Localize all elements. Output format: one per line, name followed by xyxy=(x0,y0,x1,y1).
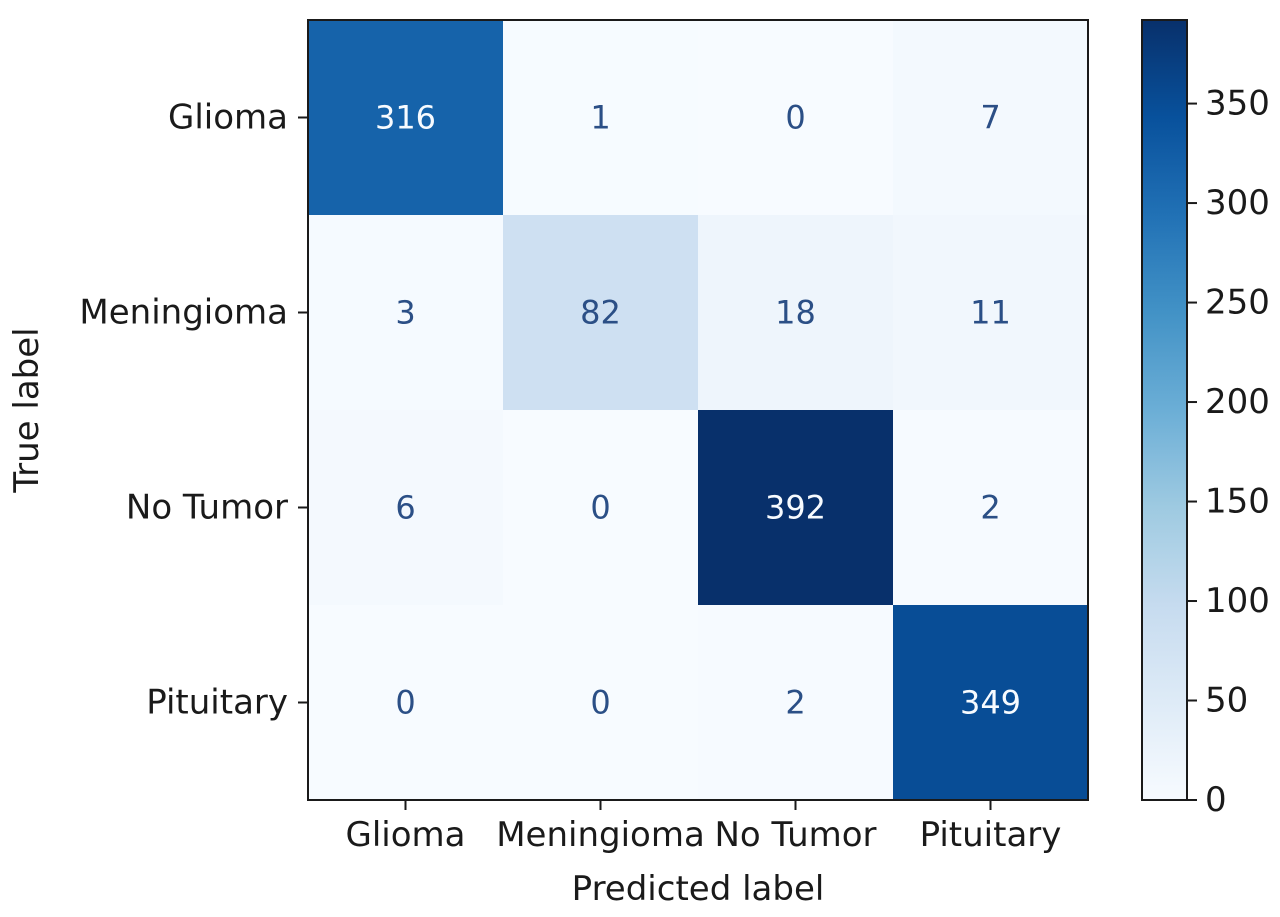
cell-pituitary-pituitary xyxy=(893,605,1089,801)
colorbar-tick-label: 50 xyxy=(1205,681,1248,721)
x-tick-label: Meningioma xyxy=(496,815,705,855)
colorbar-tick-label: 350 xyxy=(1205,84,1270,124)
cell-value-label: 0 xyxy=(395,684,415,722)
x-tick-label: Glioma xyxy=(346,815,466,855)
matrix-cells xyxy=(308,20,1089,801)
cell-meningioma-meningioma xyxy=(503,215,699,411)
cell-value-label: 18 xyxy=(775,294,816,332)
cell-value-labels: 316 1 0 7 3 82 18 11 6 0 392 2 0 0 2 349 xyxy=(375,99,1021,722)
cell-glioma-meningioma xyxy=(503,20,699,216)
cell-value-label: 0 xyxy=(590,684,610,722)
colorbar-tick-label: 0 xyxy=(1205,780,1227,820)
cell-value-label: 7 xyxy=(980,99,1000,137)
cell-value-label: 3 xyxy=(395,294,415,332)
cell-value-label: 2 xyxy=(980,489,1000,527)
cell-meningioma-pituitary xyxy=(893,215,1089,411)
cell-no-tumor-no-tumor xyxy=(698,410,894,606)
y-tick-label: No Tumor xyxy=(126,488,288,528)
cell-value-label: 0 xyxy=(590,489,610,527)
cell-value-label: 316 xyxy=(375,99,436,137)
cell-meningioma-glioma xyxy=(308,215,504,411)
cell-value-label: 11 xyxy=(970,294,1011,332)
y-tick-label: Pituitary xyxy=(146,683,288,723)
cell-pituitary-no-tumor xyxy=(698,605,894,801)
cell-pituitary-meningioma xyxy=(503,605,699,801)
cell-value-label: 392 xyxy=(765,489,826,527)
cell-value-label: 349 xyxy=(960,684,1021,722)
y-axis-ticks: Glioma Meningioma No Tumor Pituitary xyxy=(79,98,308,723)
cell-value-label: 2 xyxy=(785,684,805,722)
colorbar-tick-label: 250 xyxy=(1205,283,1270,323)
colorbar-tick-label: 200 xyxy=(1205,382,1270,422)
cell-glioma-glioma xyxy=(308,20,504,216)
cell-no-tumor-glioma xyxy=(308,410,504,606)
x-axis-ticks: Glioma Meningioma No Tumor Pituitary xyxy=(346,800,1062,855)
cell-meningioma-no-tumor xyxy=(698,215,894,411)
colorbar-tick-label: 300 xyxy=(1205,183,1270,223)
cell-value-label: 82 xyxy=(580,294,621,332)
x-tick-label: No Tumor xyxy=(714,815,876,855)
colorbar-tick-label: 100 xyxy=(1205,581,1270,621)
colorbar-ticks: 0 50 100 150 200 250 300 350 xyxy=(1187,84,1270,820)
y-tick-label: Glioma xyxy=(168,98,288,138)
cell-glioma-no-tumor xyxy=(698,20,894,216)
x-tick-label: Pituitary xyxy=(920,815,1062,855)
plot-frame xyxy=(307,19,1089,801)
y-axis-title: True label xyxy=(7,327,47,493)
cell-pituitary-glioma xyxy=(308,605,504,801)
colorbar-tick-label: 150 xyxy=(1205,482,1270,522)
colorbar xyxy=(1141,19,1188,801)
x-axis-title: Predicted label xyxy=(572,869,825,909)
cell-glioma-pituitary xyxy=(893,20,1089,216)
cell-value-label: 0 xyxy=(785,99,805,137)
cell-value-label: 1 xyxy=(590,99,610,137)
cell-value-label: 6 xyxy=(395,489,415,527)
y-tick-label: Meningioma xyxy=(79,293,288,333)
cell-no-tumor-pituitary xyxy=(893,410,1089,606)
cell-no-tumor-meningioma xyxy=(503,410,699,606)
